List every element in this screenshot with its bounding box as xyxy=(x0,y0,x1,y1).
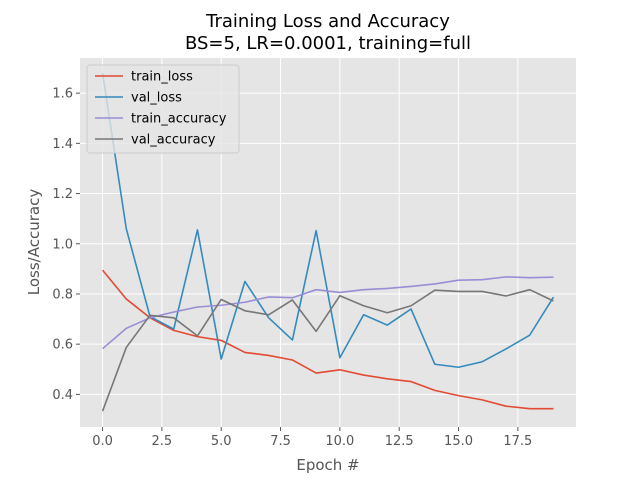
legend-box xyxy=(86,64,240,154)
y-tick-label: 1.6 xyxy=(52,87,73,102)
y-tick-label: 1.2 xyxy=(52,187,73,202)
series-line-train-accuracy xyxy=(102,276,554,350)
legend-item-train-accuracy: train_accuracy xyxy=(95,112,227,127)
y-tick-label: 1.4 xyxy=(52,137,73,152)
legend-label: train_accuracy xyxy=(131,112,227,127)
legend: train_loss val_loss train_accuracy val_accu… xyxy=(86,64,240,154)
x-tick-label: 0.0 xyxy=(92,434,113,449)
y-tick-label: 1.0 xyxy=(52,237,73,252)
y-tick-label: 0.4 xyxy=(52,388,73,403)
x-tick-label: 12.5 xyxy=(385,434,414,449)
x-tick-label: 7.5 xyxy=(270,434,291,449)
y-tick-label: 0.8 xyxy=(52,287,73,302)
y-axis-label: Loss/Accuracy xyxy=(25,189,43,296)
legend-items: train_loss val_loss train_accuracy val_accu… xyxy=(95,70,227,148)
y-tick-label: 0.6 xyxy=(52,338,73,353)
x-tick-label: 10.0 xyxy=(325,434,354,449)
series-layer xyxy=(101,72,555,412)
chart-title: Training Loss and Accuracy xyxy=(205,11,450,32)
y-axis-ticks: 0.4 0.6 0.8 1.0 1.2 1.4 1.6 xyxy=(52,87,80,403)
x-tick-label: 15.0 xyxy=(444,434,473,449)
legend-label: val_accuracy xyxy=(131,133,216,148)
x-tick-label: 5.0 xyxy=(211,434,232,449)
x-axis-ticks: 0.0 2.5 5.0 7.5 10.0 12.5 15.0 17.5 xyxy=(92,427,532,449)
series-line-train-loss xyxy=(101,269,554,410)
legend-label: train_loss xyxy=(131,70,193,85)
legend-item-val-accuracy: val_accuracy xyxy=(95,133,216,148)
series-line-val-accuracy xyxy=(101,288,554,412)
legend-item-val-loss: val_loss xyxy=(95,91,182,106)
x-tick-label: 2.5 xyxy=(152,434,173,449)
x-axis-label: Epoch # xyxy=(296,456,359,474)
legend-label: val_loss xyxy=(131,91,182,106)
legend-item-train-loss: train_loss xyxy=(95,70,193,85)
x-tick-label: 17.5 xyxy=(503,434,532,449)
series-line-val-loss xyxy=(101,72,555,369)
chart-subtitle: BS=5, LR=0.0001, training=full xyxy=(185,33,471,54)
